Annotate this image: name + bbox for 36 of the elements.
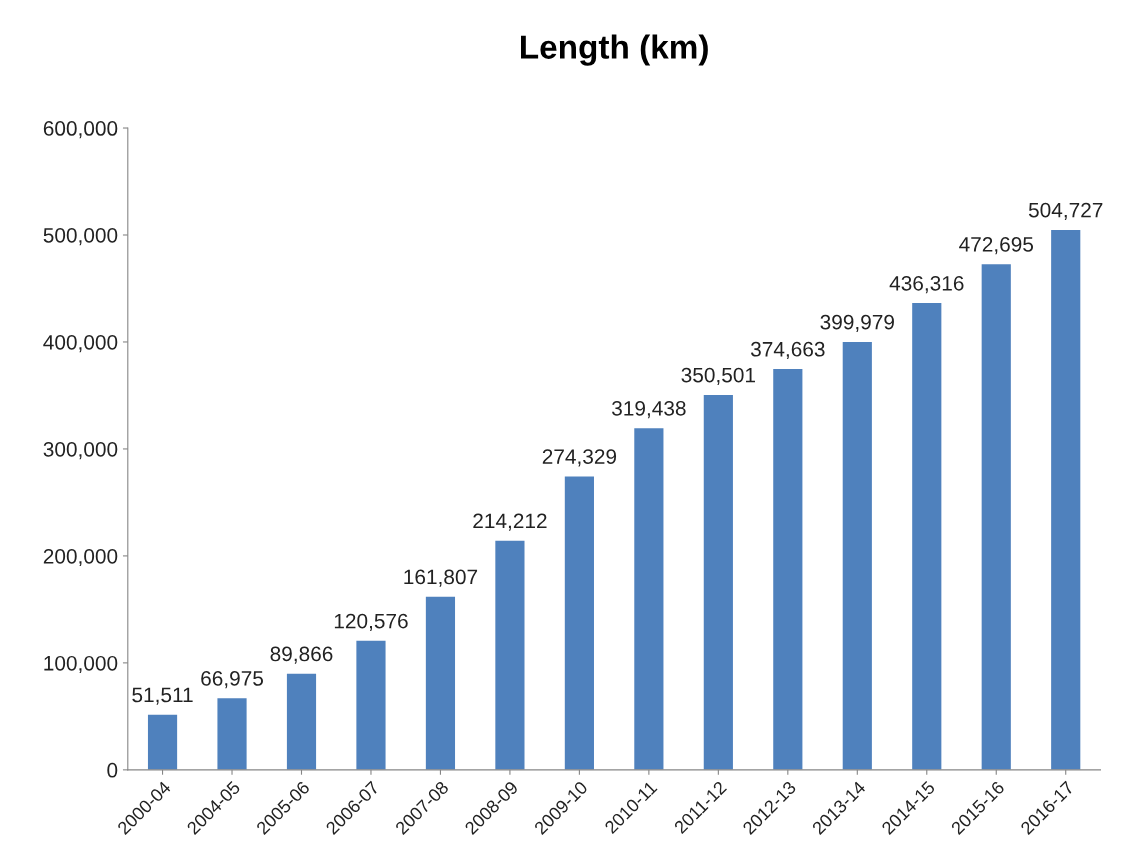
- data-label: 274,329: [542, 449, 617, 467]
- y-tick-label: 600,000: [43, 121, 118, 139]
- bar: [564, 476, 594, 770]
- bar: [356, 640, 386, 770]
- bar: [286, 673, 317, 770]
- data-label: 319,438: [612, 400, 686, 419]
- bar: [912, 303, 942, 770]
- bar: [425, 596, 456, 770]
- y-tick-label: 0: [107, 762, 118, 778]
- bar: [981, 264, 1011, 770]
- data-label: 436,316: [889, 275, 964, 294]
- bar: [773, 369, 803, 770]
- data-label: 89,866: [270, 646, 333, 664]
- data-label: 120,576: [334, 613, 408, 631]
- y-tick-label: 500,000: [43, 227, 118, 246]
- y-tick-label: 200,000: [43, 548, 118, 567]
- data-label: 51,511: [132, 687, 193, 705]
- bar: [703, 394, 733, 770]
- data-label: 399,979: [820, 314, 894, 332]
- data-label: 374,663: [750, 341, 825, 360]
- bar: [217, 698, 247, 770]
- bar: [634, 428, 664, 770]
- bar: [1051, 229, 1081, 770]
- data-label: 472,695: [959, 237, 1034, 255]
- bar: [842, 341, 872, 770]
- data-label: 66,975: [201, 671, 264, 689]
- data-label: 350,501: [681, 367, 755, 385]
- data-label: 161,807: [404, 569, 478, 587]
- y-tick-label: 100,000: [44, 655, 118, 674]
- y-tick-label: 400,000: [43, 334, 118, 353]
- bar: [147, 714, 178, 770]
- data-label: 214,212: [473, 513, 547, 531]
- y-tick-label: 300,000: [43, 441, 118, 460]
- chart-title: Length (km): [521, 34, 708, 66]
- data-label: 504,727: [1028, 202, 1103, 220]
- bar: [495, 540, 525, 770]
